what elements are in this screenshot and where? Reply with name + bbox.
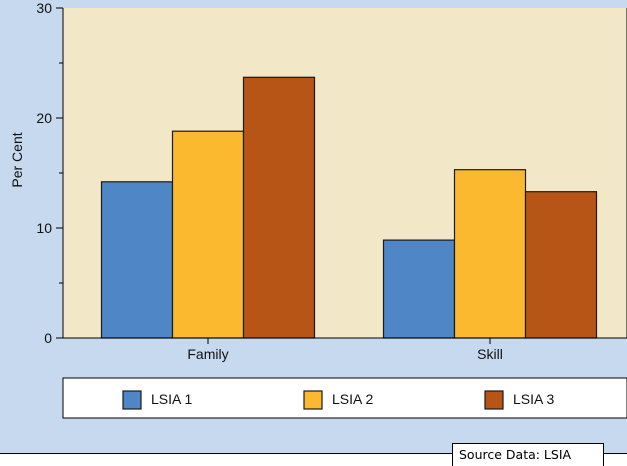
- legend-swatch-lsia-2: [303, 390, 323, 410]
- y-tick-label: 10: [36, 220, 52, 236]
- y-tick-label: 0: [44, 330, 52, 346]
- legend-label: LSIA 2: [332, 391, 373, 407]
- legend-label: LSIA 1: [151, 391, 192, 407]
- bar-lsia-2-family: [171, 130, 245, 339]
- bar-lsia-1-skill: [382, 239, 456, 339]
- source-note: Source Data: LSIA: [452, 443, 604, 466]
- y-tick-label: 30: [36, 0, 52, 16]
- bar-lsia-3-family: [242, 76, 316, 339]
- legend-swatch-lsia-1: [122, 390, 142, 410]
- legend-label: LSIA 3: [513, 391, 554, 407]
- x-category-label: Skill: [477, 346, 503, 362]
- x-category-label: Family: [187, 346, 228, 362]
- legend-box: [62, 377, 627, 419]
- y-axis-label: Per Cent: [9, 132, 25, 187]
- bar-lsia-1-family: [100, 181, 174, 339]
- bar-lsia-3-skill: [524, 191, 598, 339]
- y-tick-label: 20: [36, 110, 52, 126]
- legend-swatch-lsia-3: [484, 390, 504, 410]
- bar-lsia-2-skill: [453, 169, 527, 339]
